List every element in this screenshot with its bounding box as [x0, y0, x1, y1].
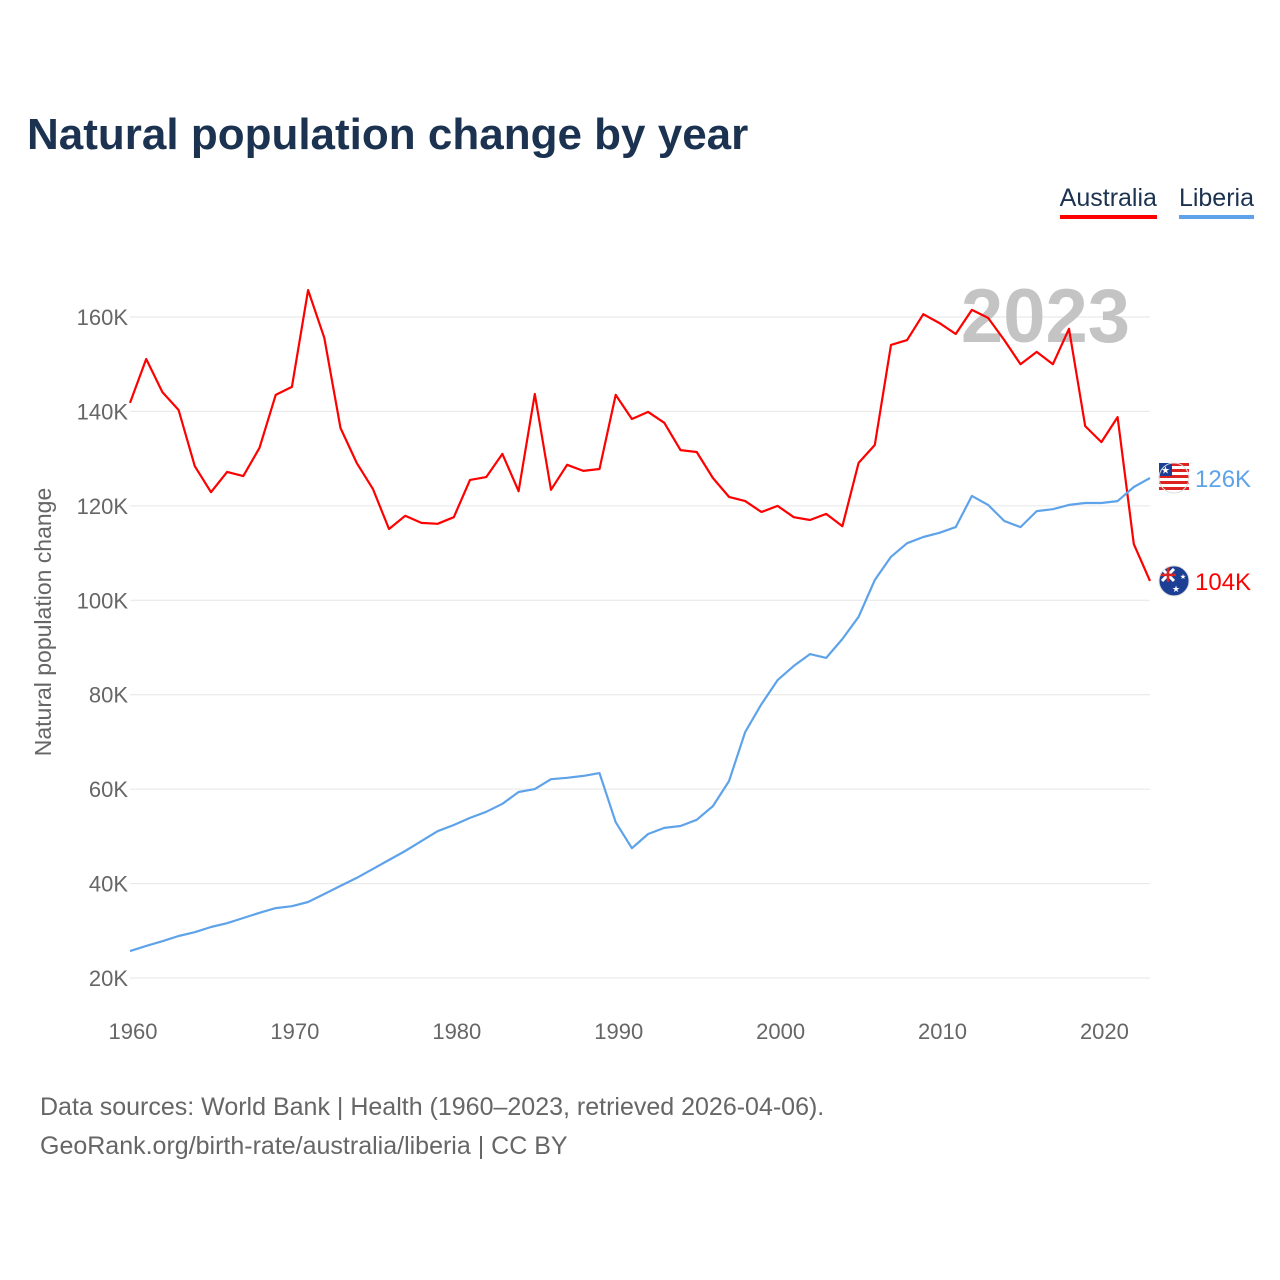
y-tick-label: 60K: [89, 777, 128, 802]
year-watermark: 2023: [961, 274, 1130, 359]
y-tick-label: 160K: [77, 305, 129, 330]
footer: Data sources: World Bank | Health (1960–…: [40, 1088, 824, 1166]
y-axis-label: Natural population change: [30, 488, 56, 757]
x-tick-label: 1970: [270, 1019, 319, 1044]
y-tick-label: 100K: [77, 588, 129, 613]
svg-text:★: ★: [1180, 573, 1186, 581]
end-label-australia: 104K: [1195, 569, 1251, 596]
x-tick-label: 2000: [756, 1019, 805, 1044]
y-tick-label: 20K: [89, 966, 128, 991]
x-tick-label: 1960: [109, 1019, 158, 1044]
legend-item-australia[interactable]: Australia: [1059, 184, 1157, 219]
series-line-australia[interactable]: [128, 289, 1152, 582]
y-tick-label: 120K: [77, 494, 129, 519]
x-tick-label: 1990: [594, 1019, 643, 1044]
series-line-liberia[interactable]: [129, 477, 1151, 953]
liberia-flag-icon: ★: [1158, 462, 1190, 494]
x-tick-label: 1980: [432, 1019, 481, 1044]
y-tick-label: 40K: [89, 872, 128, 897]
legend-item-liberia[interactable]: Liberia: [1178, 184, 1254, 219]
y-tick-label: 140K: [77, 399, 129, 424]
svg-text:★: ★: [1172, 584, 1180, 594]
chart-title: Natural population change by year: [27, 110, 749, 159]
australia-flag-icon: ★★: [1158, 565, 1190, 597]
x-tick-label: 2020: [1080, 1019, 1129, 1044]
end-label-liberia: 126K: [1195, 466, 1251, 493]
legend: Australia Liberia: [1059, 184, 1254, 219]
svg-text:★: ★: [1161, 466, 1170, 477]
y-tick-label: 80K: [89, 683, 128, 708]
data-source: Data sources: World Bank | Health (1960–…: [40, 1093, 825, 1121]
source-link[interactable]: GeoRank.org/birth-rate/australia/liberia…: [40, 1132, 568, 1160]
x-tick-label: 2010: [918, 1019, 967, 1044]
